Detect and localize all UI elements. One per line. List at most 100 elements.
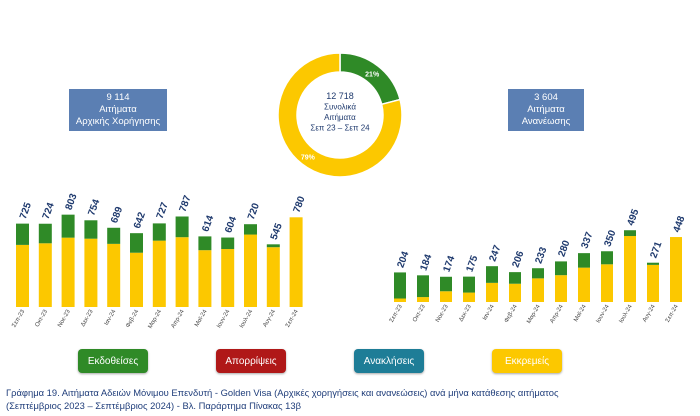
x-tick-label-Αυγ-24: Αυγ-24: [642, 303, 657, 323]
bar-total-label-Μαϊ-24: 337: [579, 230, 595, 250]
x-tick-label-Φεβ-24: Φεβ-24: [504, 303, 519, 324]
bar-pending-Αυγ-24: [266, 247, 280, 307]
donut-center-text-2: Αιτήματα: [324, 113, 356, 122]
left-banner-line2: Αρχικής Χορήγησης: [75, 116, 161, 127]
bar-issued-Μαϊ-24: [198, 236, 212, 251]
bar-pending-Σεπ-23: [16, 244, 29, 307]
x-tick-label-Απρ-24: Απρ-24: [549, 303, 565, 324]
bar-issued-Μαϊ-24: [578, 253, 590, 268]
left-banner-line1: Αιτήματα: [99, 104, 137, 115]
bar-total-label-Σεπ-24: 448: [671, 214, 687, 234]
bar-issued-Οκτ-23: [38, 223, 52, 244]
bar-pending-Ιαν-24: [107, 243, 121, 307]
bar-issued-Σεπ-23: [394, 272, 406, 299]
right-banner: 3 604 Αιτήματα Ανανέωσης: [508, 89, 584, 131]
x-tick-label-Ιουλ-24: Ιουλ-24: [619, 303, 635, 324]
donut-slice-1: [277, 52, 403, 178]
bar-issued-Φεβ-24: [130, 233, 143, 253]
bar-pending-Φεβ-24: [509, 283, 521, 302]
right-banner-line2: Ανανέωσης: [521, 116, 571, 127]
bar-total-label-Απρ-24: 787: [178, 194, 194, 214]
x-tick-label-Οκτ-23: Οκτ-23: [34, 308, 49, 328]
bar-pending-Ιουλ-24: [624, 236, 636, 302]
bar-total-label-Σεπ-23: 725: [18, 201, 34, 221]
right-banner-value: 3 604: [534, 92, 558, 103]
bar-pending-Μαρ-24: [532, 278, 544, 302]
bar-pending-Αυγ-24: [647, 264, 659, 302]
bar-pending-Δεκ-23: [463, 292, 475, 302]
bar-total-label-Ιαν-24: 689: [109, 205, 125, 225]
bar-pending-Ιουν-24: [221, 249, 235, 307]
bar-issued-Ιουν-24: [221, 237, 235, 250]
bar-total-label-Μαϊ-24: 614: [200, 214, 216, 234]
right-banner-line1: Αιτήματα: [527, 104, 565, 115]
caption-line1: Γράφημα 19. Αιτήματα Αδειών Μόνιμου Επεν…: [6, 387, 559, 398]
legend-issued: Εκδοθείσες: [78, 349, 148, 373]
donut-slice-label-0: 21%: [365, 72, 380, 79]
bar-total-label-Φεβ-24: 642: [132, 210, 148, 230]
bar-pending-Σεπ-24: [670, 237, 682, 302]
bar-total-label-Μαρ-24: 233: [533, 245, 549, 265]
x-tick-label-Σεπ-23: Σεπ-23: [11, 308, 26, 328]
caption-line2: (Σεπτέμβριος 2023 – Σεπτέμβριος 2024) - …: [6, 400, 301, 411]
bar-issued-Απρ-24: [555, 261, 567, 276]
donut-center-text-0: 12 718: [326, 91, 354, 101]
bar-issued-Ιαν-24: [107, 227, 121, 244]
x-tick-label-Απρ-24: Απρ-24: [171, 308, 187, 329]
bar-total-label-Ιουλ-24: 720: [246, 201, 262, 221]
x-tick-label-Ιουν-24: Ιουν-24: [216, 308, 232, 329]
bar-total-label-Ιαν-24: 247: [487, 243, 503, 263]
bar-total-label-Σεπ-23: 204: [395, 250, 411, 270]
bar-total-label-Αυγ-24: 271: [648, 240, 664, 260]
x-tick-label-Φεβ-24: Φεβ-24: [125, 308, 140, 329]
x-tick-label-Νοε-23: Νοε-23: [57, 308, 72, 328]
bar-pending-Νοε-23: [61, 237, 75, 307]
x-tick-label-Μαρ-24: Μαρ-24: [526, 303, 542, 324]
bar-pending-Δεκ-23: [84, 238, 98, 307]
bar-issued-Σεπ-23: [16, 223, 29, 245]
bar-issued-Αυγ-24: [647, 262, 659, 265]
bar-pending-Απρ-24: [175, 237, 189, 307]
x-tick-label-Ιαν-24: Ιαν-24: [104, 308, 118, 326]
bar-issued-Μαρ-24: [532, 268, 544, 279]
bar-issued-Αυγ-24: [266, 244, 280, 248]
figure-caption: Γράφημα 19. Αιτήματα Αδειών Μόνιμου Επεν…: [6, 386, 696, 412]
left-banner: 9 114 Αιτήματα Αρχικής Χορήγησης: [69, 89, 167, 131]
bar-pending-Νοε-23: [440, 291, 452, 302]
bar-pending-Σεπ-24: [289, 217, 303, 307]
bar-pending-Σεπ-23: [394, 298, 406, 302]
x-tick-label-Σεπ-24: Σεπ-24: [285, 308, 300, 328]
bar-issued-Οκτ-23: [417, 275, 429, 298]
bar-total-label-Ιουλ-24: 495: [625, 207, 641, 227]
bar-issued-Φεβ-24: [509, 272, 521, 284]
bar-issued-Νοε-23: [61, 214, 75, 238]
bar-total-label-Νοε-23: 803: [64, 192, 80, 212]
bar-issued-Δεκ-23: [84, 220, 98, 239]
x-tick-label-Μαρ-24: Μαρ-24: [148, 308, 164, 329]
x-tick-label-Αυγ-24: Αυγ-24: [262, 308, 277, 328]
bar-total-label-Δεκ-23: 754: [86, 197, 102, 217]
bar-pending-Ιουλ-24: [244, 234, 257, 307]
initial-requests-bar-chart: 725 Σεπ-23 724 Οκτ-23 803 Νοε-23 754 Δεκ-23 689 Ι…: [11, 192, 307, 330]
bar-total-label-Σεπ-24: 780: [292, 194, 308, 214]
bar-total-label-Αυγ-24: 545: [269, 221, 285, 241]
bar-total-label-Οκτ-23: 184: [418, 252, 434, 272]
bar-total-label-Ιουν-24: 350: [602, 228, 618, 248]
x-tick-label-Σεπ-24: Σεπ-24: [665, 303, 680, 323]
donut-center-text-1: Συνολικά: [324, 103, 356, 112]
x-tick-label-Μαϊ-24: Μαϊ-24: [194, 308, 209, 328]
bar-total-label-Απρ-24: 280: [556, 239, 572, 259]
bar-total-label-Μαρ-24: 727: [155, 201, 171, 221]
bar-total-label-Φεβ-24: 206: [510, 249, 526, 269]
legend-pending: Εκκρεμείς: [492, 349, 562, 373]
bar-issued-Ιουν-24: [601, 251, 613, 265]
x-tick-label-Σεπ-23: Σεπ-23: [389, 303, 404, 323]
bar-pending-Οκτ-23: [417, 297, 429, 302]
bar-pending-Φεβ-24: [130, 252, 143, 307]
x-tick-label-Νοε-23: Νοε-23: [435, 303, 450, 323]
donut-center-text-3: Σεπ 23 – Σεπ 24: [310, 124, 370, 133]
bar-pending-Απρ-24: [555, 275, 567, 302]
x-tick-label-Ιαν-24: Ιαν-24: [482, 303, 496, 321]
